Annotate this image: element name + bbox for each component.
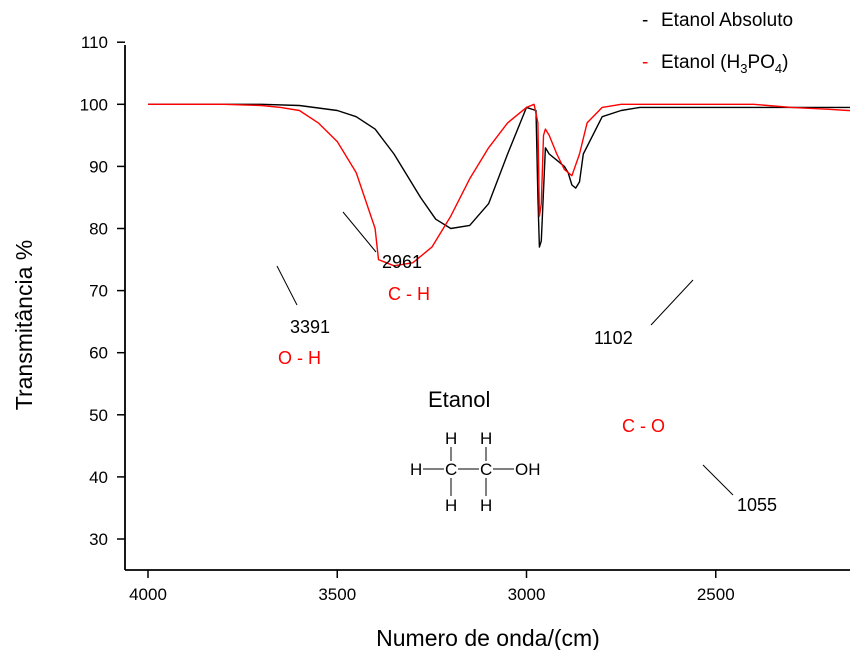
spectrum-series [148, 103, 850, 267]
legend-red-sub2: 4 [775, 61, 782, 76]
x-tick-label: 4000 [129, 585, 167, 604]
annotation-ch: C - H [388, 284, 430, 304]
annotation-oh: O - H [278, 348, 321, 368]
legend: - Etanol Absoluto - Etanol (H3PO4) [642, 10, 793, 76]
legend-marker-red: - [642, 52, 648, 73]
x-tick-label: 2500 [697, 585, 735, 604]
x-tick-label: 3000 [508, 585, 546, 604]
y-tick-label: 80 [89, 220, 108, 239]
leader-3391 [276, 265, 298, 306]
x-axis-title: Numero de onda/(cm) [376, 625, 600, 650]
atom-oh: OH [515, 460, 541, 479]
leader-1102 [650, 279, 694, 326]
atom-h-bottom-1: H [445, 496, 457, 515]
y-tick-label: 40 [89, 468, 108, 487]
leader-2961 [342, 211, 377, 253]
y-tick-label: 60 [89, 344, 108, 363]
annotation-2961: 2961 [382, 252, 422, 272]
atom-h-left: H [410, 460, 422, 479]
y-axis-title: Transmitância % [11, 240, 37, 410]
legend-red-suffix: ) [782, 52, 788, 73]
legend-marker-black: - [642, 10, 648, 31]
leader-1055 [702, 464, 734, 496]
y-tick-label: 70 [89, 282, 108, 301]
y-tick-label: 90 [89, 157, 108, 176]
atom-h-top-2: H [480, 429, 492, 448]
annotation-3391: 3391 [290, 317, 330, 337]
y-tick-label: 100 [80, 95, 108, 114]
axis-ticks: 4000350030002500200015001000500304050607… [80, 33, 735, 604]
structure-title: Etanol [428, 387, 490, 412]
legend-red-sub1: 3 [740, 61, 747, 76]
legend-label-black: Etanol Absoluto [661, 10, 793, 31]
atom-c-1: C [445, 460, 457, 479]
ethanol-structure: Etanol H H H C C OH H H [410, 387, 541, 515]
atom-c-2: C [480, 460, 492, 479]
atom-h-bottom-2: H [480, 496, 492, 515]
annotation-1102: 1102 [594, 328, 633, 348]
annotation-1055: 1055 [737, 495, 777, 515]
legend-label-red: Etanol (H3PO4) [661, 52, 788, 76]
legend-red-mid: PO [747, 52, 774, 73]
y-tick-label: 110 [81, 33, 108, 52]
x-tick-label: 3500 [318, 585, 356, 604]
atom-h-top-1: H [445, 429, 457, 448]
y-tick-label: 30 [89, 530, 108, 549]
y-tick-label: 50 [89, 406, 108, 425]
series-line-etanol-absoluto [148, 103, 850, 248]
annotation-co: C - O [622, 416, 665, 436]
series-line-etanol-h3po4 [148, 103, 850, 267]
legend-red-prefix: Etanol (H [661, 52, 740, 73]
